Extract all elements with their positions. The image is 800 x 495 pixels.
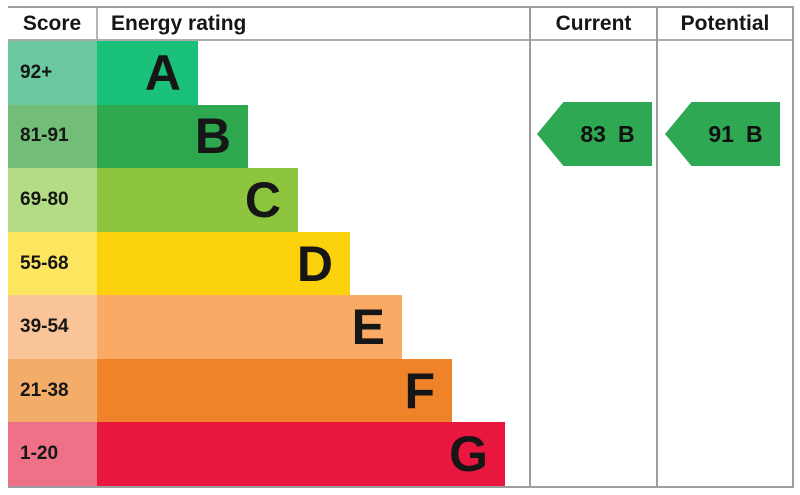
current-rating-value: 83 <box>580 120 606 147</box>
band-row-d: 55-68 D <box>8 231 530 296</box>
band-row-f: 21-38 F <box>8 358 530 423</box>
rating-bar-f: F <box>97 358 452 423</box>
current-column-divider <box>529 6 531 488</box>
current-column-header: Current <box>555 12 632 35</box>
rating-bar-d: D <box>97 231 350 296</box>
band-row-b: 81-91 B <box>8 104 530 169</box>
rating-band-table: 92+ A 81-91 B 69-80 C 55-68 D 39-54 E 21… <box>8 41 530 487</box>
score-range-b: 81-91 <box>8 104 97 169</box>
rating-bar-g: G <box>97 422 505 487</box>
current-rating-arrow: 83 B <box>537 102 652 166</box>
header-underline <box>8 39 794 41</box>
band-row-a: 92+ A <box>8 41 530 105</box>
current-rating-grade: B <box>617 120 635 147</box>
score-range-a: 92+ <box>8 41 97 105</box>
score-range-g: 1-20 <box>8 422 97 487</box>
potential-column-divider <box>656 6 658 488</box>
score-range-e: 39-54 <box>8 295 97 359</box>
energy-rating-column-header: Energy rating <box>111 12 247 35</box>
band-row-g: 1-20 G <box>8 422 530 487</box>
band-row-c: 69-80 C <box>8 168 530 232</box>
top-border-line <box>8 6 794 8</box>
score-column-header: Score <box>22 12 82 35</box>
potential-rating-grade: B <box>745 120 763 147</box>
rating-bar-b: B <box>97 104 248 169</box>
score-header-divider <box>96 8 98 39</box>
rating-bar-c: C <box>97 168 298 232</box>
potential-column-header: Potential <box>680 12 770 35</box>
right-border-line <box>792 6 794 488</box>
potential-rating-arrow: 91 B <box>665 102 780 166</box>
bottom-border-line <box>8 486 794 488</box>
band-row-e: 39-54 E <box>8 295 530 359</box>
potential-rating-value: 91 <box>708 120 734 147</box>
rating-bar-a: A <box>97 41 198 105</box>
score-range-d: 55-68 <box>8 231 97 296</box>
score-range-f: 21-38 <box>8 358 97 423</box>
rating-bar-e: E <box>97 295 402 359</box>
score-range-c: 69-80 <box>8 168 97 232</box>
